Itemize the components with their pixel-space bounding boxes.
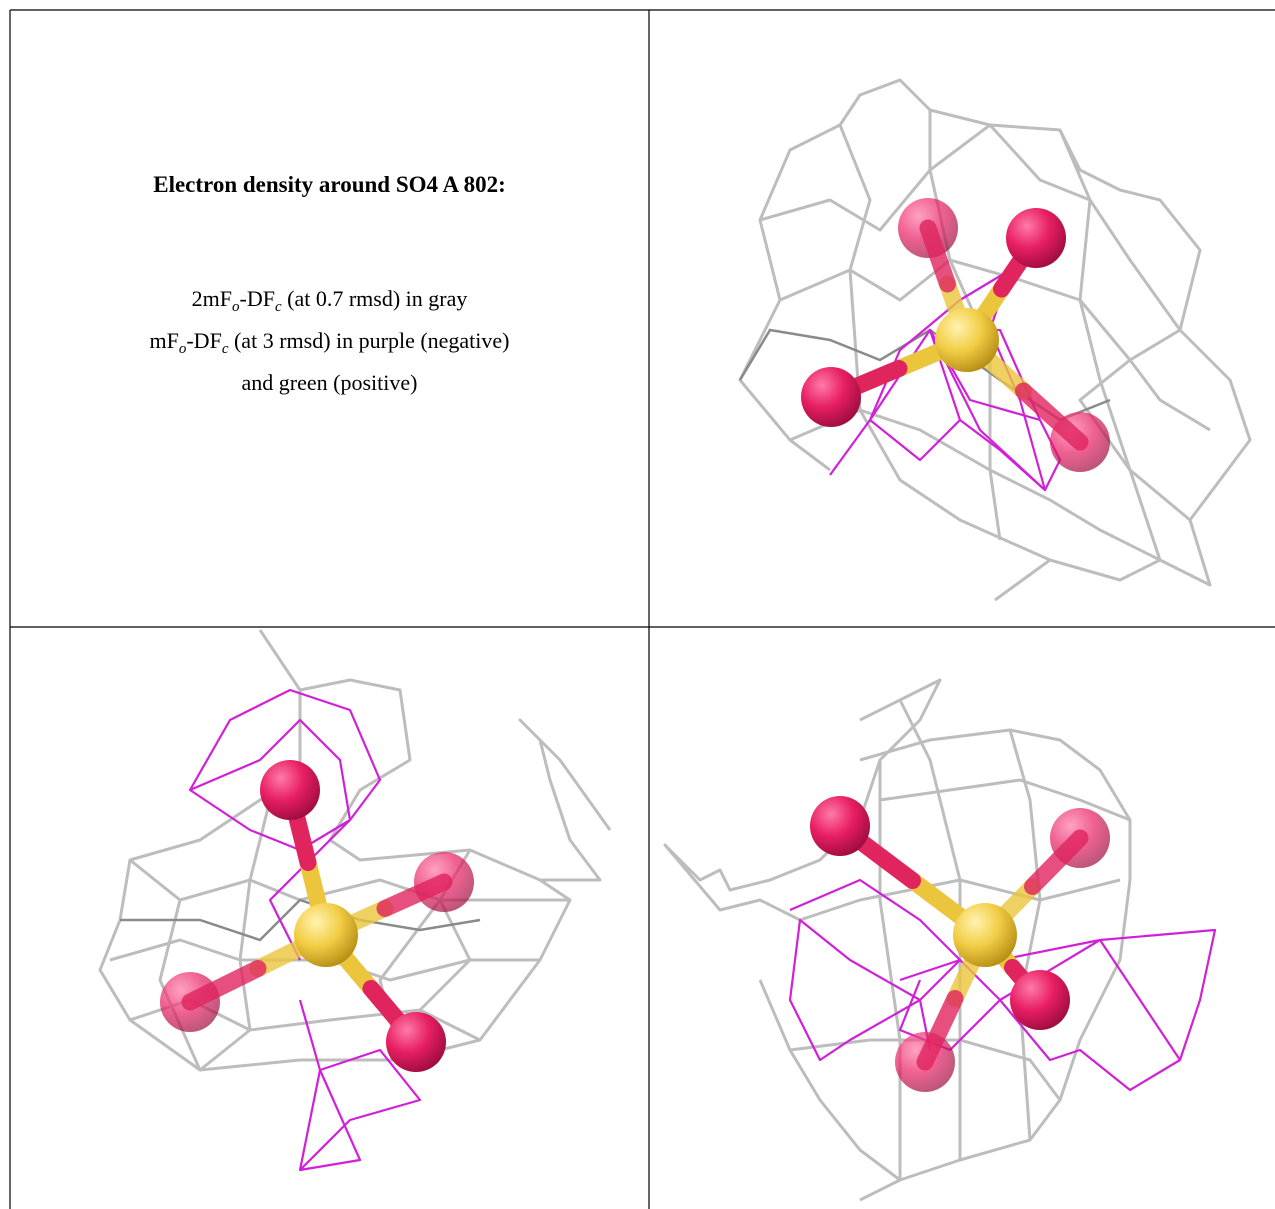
density-meshes <box>100 80 1250 1200</box>
legend-line: and green (positive) <box>10 366 649 399</box>
oxygen-atom <box>1010 970 1070 1030</box>
text-run: and green (positive) <box>242 370 418 395</box>
legend-line: mFo-DFc (at 3 rmsd) in purple (negative) <box>10 324 649 366</box>
text-run: -DF <box>186 328 221 353</box>
mesh <box>665 680 940 920</box>
oxygen-atom <box>386 1012 446 1072</box>
mesh <box>740 330 1110 420</box>
subscript: o <box>232 299 240 315</box>
text-run: mF <box>150 328 179 353</box>
page: Electron density around SO4 A 802: 2mFo-… <box>0 0 1275 1209</box>
legend-line: 2mFo-DFc (at 0.7 rmsd) in gray <box>10 282 649 324</box>
panel-title: Electron density around SO4 A 802: <box>10 172 649 198</box>
sulfur-atom <box>294 903 358 967</box>
subscript: c <box>275 299 282 315</box>
text-run: -DF <box>240 286 275 311</box>
sulfur-atom <box>935 308 999 372</box>
oxygen-atom <box>260 760 320 820</box>
text-run: (at 3 rmsd) in purple (negative) <box>228 328 509 353</box>
oxygen-atom <box>801 367 861 427</box>
oxygen-atom <box>1006 208 1066 268</box>
text-run: 2mF <box>192 286 232 311</box>
text-run: (at 0.7 rmsd) in gray <box>282 286 468 311</box>
oxygen-atom <box>810 796 870 856</box>
sulfur-atom <box>953 903 1017 967</box>
